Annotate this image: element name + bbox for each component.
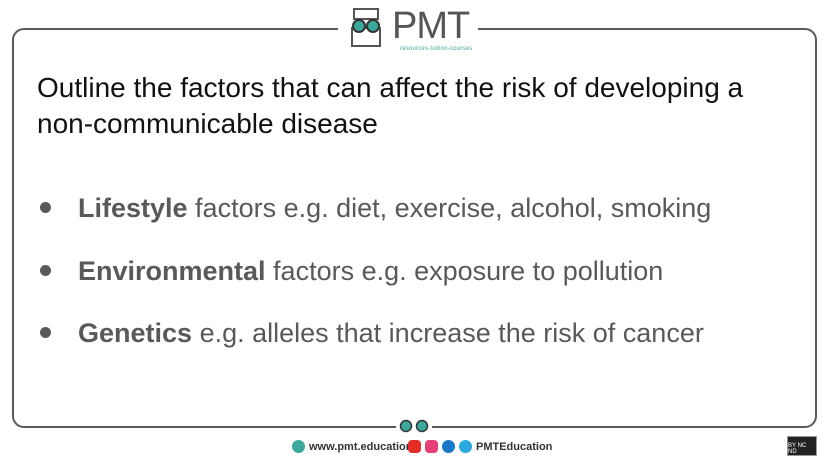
social-links[interactable]: PMTEducation xyxy=(408,440,552,453)
bullet-keyword: Genetics xyxy=(78,318,193,348)
bullet-text: factors e.g. diet, exercise, alcohol, sm… xyxy=(187,193,712,223)
pmt-logo: PMT resources-tuition-courses xyxy=(338,6,478,54)
bullet-text: factors e.g. exposure to pollution xyxy=(265,255,664,286)
bullet-dot xyxy=(40,253,78,316)
social-handle: PMTEducation xyxy=(476,440,553,453)
website-link[interactable]: www.pmt.education xyxy=(292,440,413,453)
bullet-item: Lifestyle factors e.g. diet, exercise, a… xyxy=(40,190,711,253)
cursor-icon xyxy=(292,440,305,453)
youtube-icon[interactable] xyxy=(408,440,421,453)
bullet-dot xyxy=(40,315,78,378)
website-text: www.pmt.education xyxy=(309,440,413,453)
logo-text: PMT xyxy=(392,5,470,47)
bullet-text: e.g. alleles that increase the risk of c… xyxy=(192,318,704,348)
glasses-icon xyxy=(396,419,432,433)
bullet-item: Genetics e.g. alleles that increase the … xyxy=(40,315,711,378)
slide-title: Outline the factors that can affect the … xyxy=(37,72,744,139)
bullet-item: Environmental factors e.g. exposure to p… xyxy=(40,253,711,316)
facebook-icon[interactable] xyxy=(442,440,455,453)
bullet-keyword: Environmental xyxy=(78,255,266,286)
bullet-list: Lifestyle factors e.g. diet, exercise, a… xyxy=(40,190,711,378)
license-text: BY NC ND xyxy=(788,443,807,455)
twitter-icon[interactable] xyxy=(459,440,472,453)
bullet-dot xyxy=(40,190,78,253)
logo-tagline: resources-tuition-courses xyxy=(400,46,473,52)
creative-commons-license-badge: BY NC ND xyxy=(787,436,817,456)
instagram-icon[interactable] xyxy=(425,440,438,453)
bullet-keyword: Lifestyle xyxy=(78,193,188,223)
book-glasses-icon xyxy=(351,8,381,47)
